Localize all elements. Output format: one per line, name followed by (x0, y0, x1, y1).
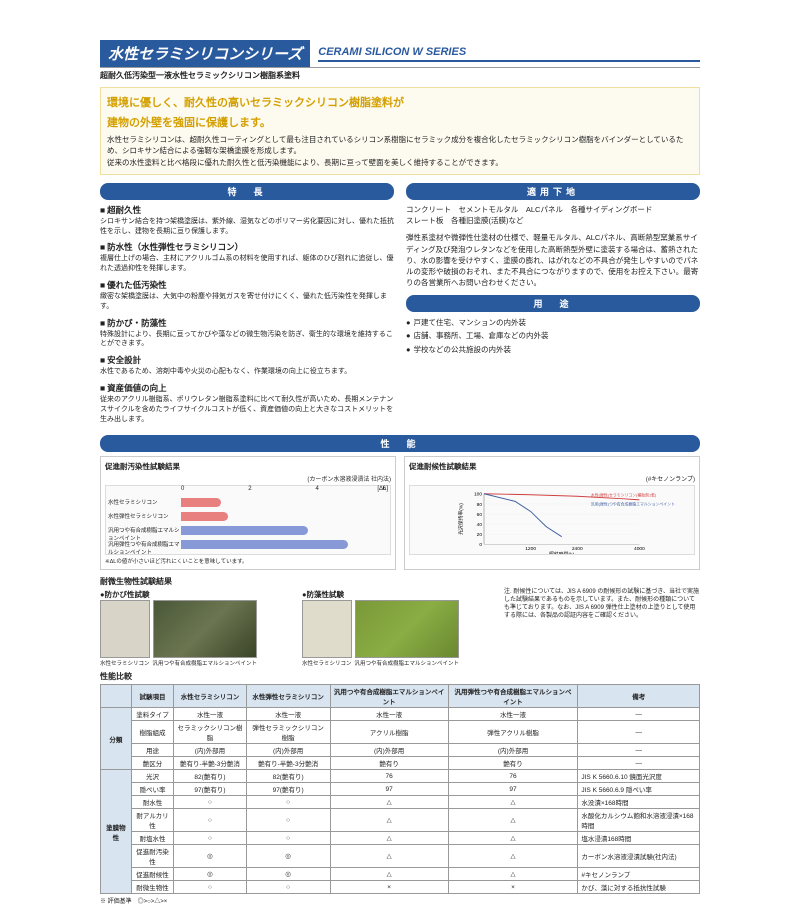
micro-note: 注. 耐候性については、JIS A 6909 の耐候形の試験に基づき、当社で実施… (504, 589, 700, 667)
cmp-note: ※ 評価基準 ◎>○>△>× (100, 896, 700, 905)
svg-text:0: 0 (479, 543, 482, 549)
app-substrates: コンクリート セメントモルタル ALCパネル 各種サイディングボードスレート板 … (406, 204, 700, 227)
feature-title: 優れた低汚染性 (100, 279, 394, 291)
svg-text:100: 100 (474, 492, 482, 498)
weather-chart: 促進耐候性試験結果 (#キセノンランプ) 0204060801001200240… (404, 456, 700, 570)
micro-title: 耐微生物性試験結果 (100, 576, 700, 587)
feature-title: 超耐久性 (100, 204, 394, 216)
features-header: 特 長 (100, 183, 394, 200)
pollution-chart: 促進耐汚染性試験結果 (カーボン水溶液浸漬法 社内法) 0246[ΔL]水性セラ… (100, 456, 396, 570)
algae-dirty-image (355, 600, 460, 658)
svg-text:20: 20 (477, 532, 483, 538)
feature-title: 防水性（水性弾性セラミシリコン） (100, 241, 394, 253)
app-body: 弾性系塗材や微弾性仕塗材の仕様で、軽量モルタル、ALCパネル、高断熱型窯業系サイ… (406, 232, 700, 288)
svg-text:4000: 4000 (634, 546, 645, 552)
feature-body: 複層仕上げの場合、主材にアクリルゴム系の材料を使用すれば、躯体のひび割れに追従し… (100, 254, 394, 274)
svg-text:80: 80 (477, 502, 483, 508)
algae-clean-image (302, 600, 352, 658)
svg-text:1200: 1200 (525, 546, 536, 552)
intro-box: 環境に優しく、耐久性の高いセラミックシリコン樹脂塗料が 建物の外壁を強固に保護し… (100, 87, 700, 175)
title-en: CERAMI SILICON W SERIES (318, 46, 700, 62)
comparison-table: 試験項目水性セラミシリコン水性弾性セラミシリコン汎用つや有合成樹脂エマルションペ… (100, 684, 700, 894)
svg-text:2400: 2400 (572, 546, 583, 552)
svg-text:40: 40 (477, 522, 483, 528)
feature-body: 従来のアクリル樹脂系、ポリウレタン樹脂系塗料に比べて耐久性が高いため、長期メンテ… (100, 395, 394, 424)
feature-title: 防かび・防藻性 (100, 317, 394, 329)
algae-test: ●防藻性試験 水性セラミシリコン 汎用つや有合成樹脂エマルションペイント (302, 589, 498, 667)
cmp-title: 性能比較 (100, 671, 700, 682)
uses-header: 用 途 (406, 295, 700, 312)
feature-title: 安全設計 (100, 354, 394, 366)
uses-list: 戸建て住宅、マンションの内外装店舗、事務所、工場、倉庫などの内外装学校などの公共… (406, 316, 700, 357)
features-column: 特 長 超耐久性シロキサン結合を持つ架橋塗膜は、紫外線、湿気などのポリマー劣化要… (100, 183, 394, 430)
feature-body: 特殊設計により、長期に亘ってかびや藻などの微生物汚染を防ぎ、衛生的な環境を維持す… (100, 330, 394, 350)
mold-test: ●防かび性試験 水性セラミシリコン 汎用つや有合成樹脂エマルションペイント (100, 589, 296, 667)
app-header: 適用下地 (406, 183, 700, 200)
svg-text:汎用(弾性)つや有合成樹脂エマルションペイント: 汎用(弾性)つや有合成樹脂エマルションペイント (591, 502, 675, 507)
intro-body-2: 従来の水性塗料と比べ格段に優れた耐久性と低汚染機能により、長期に亘って壁面を美し… (107, 157, 693, 168)
feature-body: 緻密な架橋塗膜は、大気中の粉塵や排気ガスを寄せ付けにくく、優れた低汚染性を発揮し… (100, 292, 394, 312)
feature-body: シロキサン結合を持つ架橋塗膜は、紫外線、湿気などのポリマー劣化要因に対し、優れた… (100, 217, 394, 237)
intro-body-1: 水性セラミシリコンは、超耐久性コーティングとして最も注目されているシリコン系樹脂… (107, 134, 693, 157)
svg-text:60: 60 (477, 512, 483, 518)
mold-dirty-image (153, 600, 258, 658)
svg-text:水性(弾性)セラミシリコン(補助剤1乾): 水性(弾性)セラミシリコン(補助剤1乾) (591, 493, 657, 498)
feature-title: 資産価値の向上 (100, 382, 394, 394)
page-header: 水性セラミシリコンシリーズ CERAMI SILICON W SERIES 超耐… (100, 40, 700, 81)
title-jp: 水性セラミシリコンシリーズ (100, 40, 310, 67)
perf-header: 性 能 (100, 435, 700, 452)
intro-highlight-2: 建物の外壁を強固に保護します。 (107, 114, 693, 130)
feature-body: 水性であるため、溶剤中毒や火災の心配もなく、作業環境の向上に役立ちます。 (100, 367, 394, 377)
svg-text:光沢保持率(%): 光沢保持率(%) (458, 503, 465, 535)
mold-clean-image (100, 600, 150, 658)
intro-highlight-1: 環境に優しく、耐久性の高いセラミックシリコン樹脂塗料が (107, 94, 693, 110)
svg-text:照射時間(h): 照射時間(h) (549, 551, 575, 554)
subtitle: 超耐久低汚染型一液水性セラミックシリコン樹脂系塗料 (100, 67, 700, 81)
